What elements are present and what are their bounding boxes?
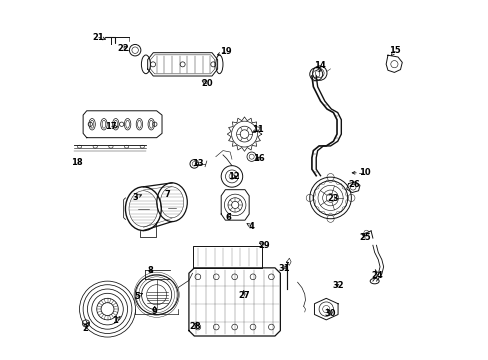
- Text: 4: 4: [248, 222, 254, 231]
- Text: 30: 30: [324, 309, 335, 318]
- Text: 14: 14: [313, 62, 325, 71]
- Text: 19: 19: [220, 47, 231, 56]
- Text: 6: 6: [225, 213, 231, 222]
- Text: 13: 13: [192, 159, 203, 168]
- Text: 21: 21: [92, 33, 104, 42]
- Text: 31: 31: [278, 265, 289, 274]
- Text: 8: 8: [147, 266, 153, 275]
- Text: 12: 12: [227, 172, 239, 181]
- Text: 27: 27: [238, 291, 249, 300]
- Text: 20: 20: [201, 80, 212, 89]
- Text: 1: 1: [112, 316, 118, 325]
- Text: 26: 26: [347, 180, 359, 189]
- Text: 32: 32: [332, 281, 344, 290]
- Text: 7: 7: [164, 190, 170, 199]
- Text: 11: 11: [252, 125, 264, 134]
- Text: 5: 5: [134, 292, 140, 301]
- Text: 23: 23: [327, 194, 339, 203]
- Text: 17: 17: [105, 122, 117, 131]
- Text: 2: 2: [82, 324, 88, 333]
- Text: 25: 25: [359, 233, 371, 242]
- Text: 29: 29: [258, 241, 269, 250]
- Text: 18: 18: [71, 158, 82, 167]
- Text: 24: 24: [370, 270, 382, 279]
- Text: 28: 28: [189, 322, 201, 331]
- Text: 15: 15: [388, 46, 400, 55]
- Text: 10: 10: [358, 168, 370, 177]
- Text: 22: 22: [117, 44, 129, 53]
- Text: 16: 16: [252, 154, 264, 163]
- Text: 3: 3: [132, 193, 138, 202]
- Text: 9: 9: [151, 307, 157, 316]
